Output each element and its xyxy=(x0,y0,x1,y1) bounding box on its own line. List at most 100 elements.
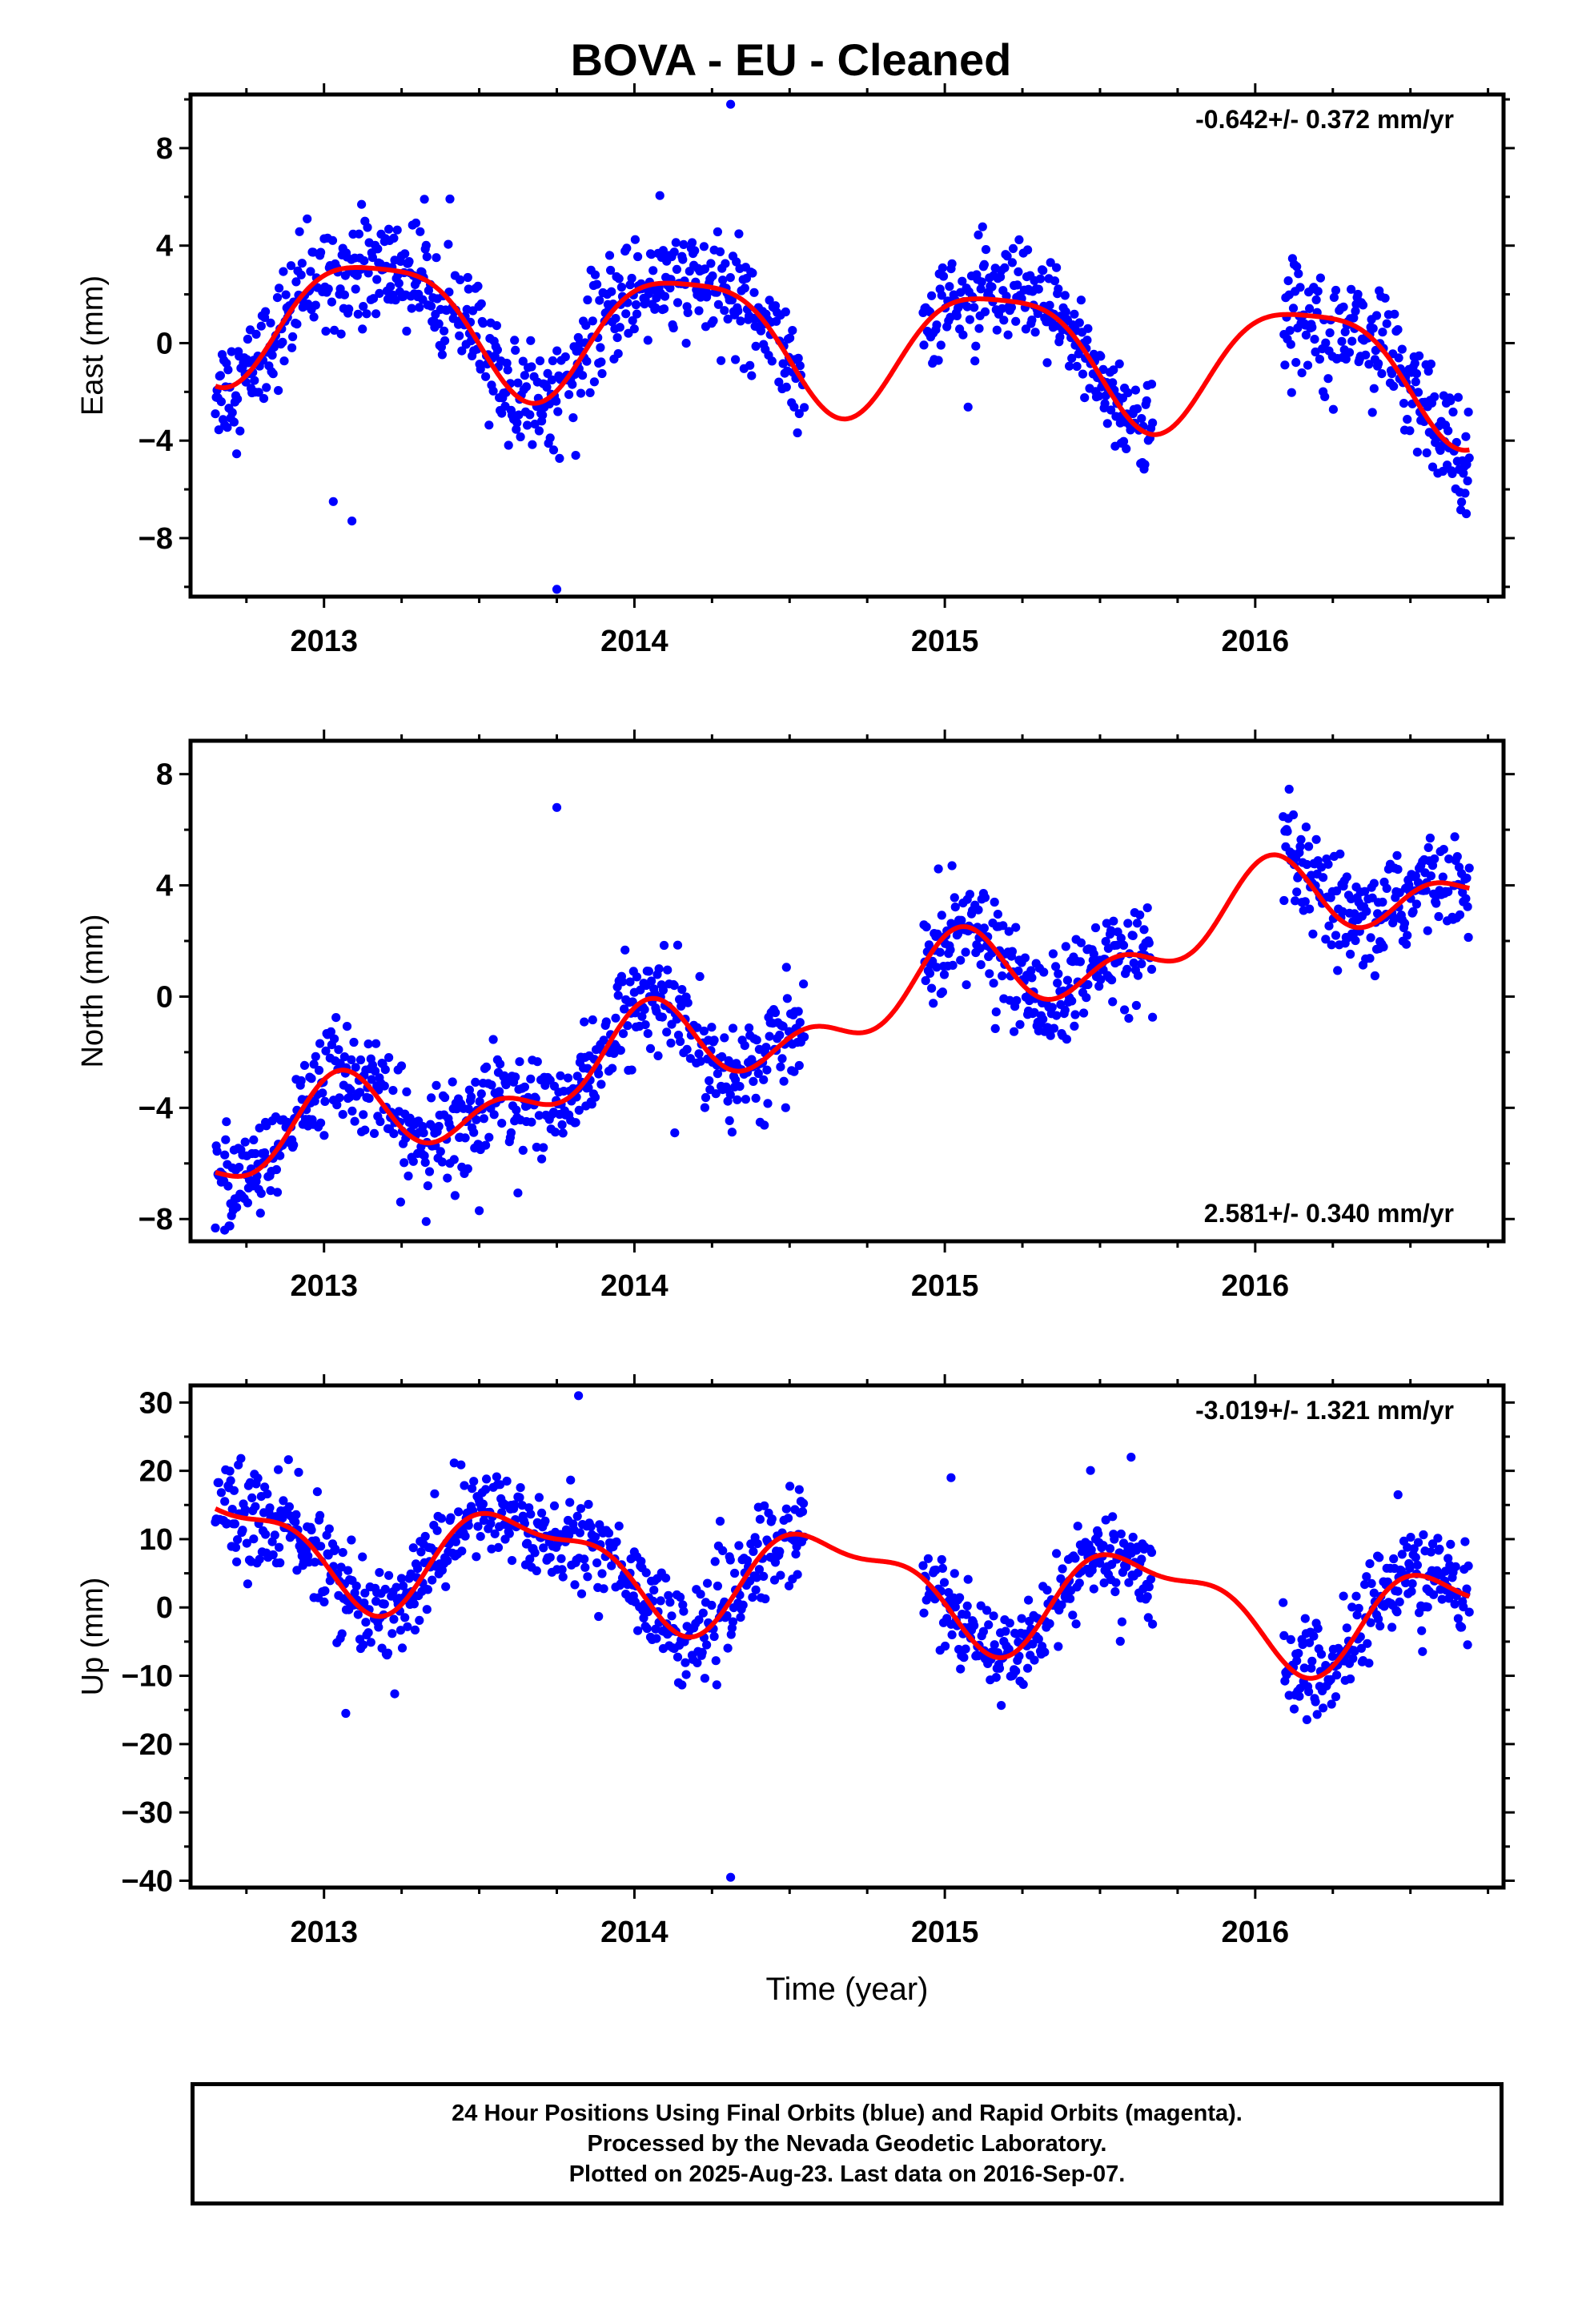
data-point xyxy=(1133,971,1143,980)
data-point xyxy=(1305,304,1315,313)
x-tick-label: 2015 xyxy=(911,1269,979,1303)
data-point xyxy=(320,1096,330,1106)
data-point xyxy=(1403,1542,1412,1552)
data-point xyxy=(1319,873,1328,883)
data-point xyxy=(1367,408,1377,417)
data-point xyxy=(463,1164,472,1174)
data-point xyxy=(1142,903,1152,913)
data-point xyxy=(255,1208,265,1218)
data-point xyxy=(746,1539,756,1549)
data-point xyxy=(1387,369,1397,379)
data-point xyxy=(1300,1614,1310,1623)
data-point xyxy=(754,1565,765,1574)
data-point xyxy=(1320,392,1330,401)
data-point xyxy=(637,1011,647,1021)
data-point xyxy=(799,979,809,989)
data-point xyxy=(658,246,669,255)
north-y-axis-label: North (mm) xyxy=(76,914,110,1068)
data-point xyxy=(1294,1648,1303,1659)
data-point xyxy=(1033,308,1042,319)
data-point xyxy=(736,1613,745,1622)
data-point xyxy=(1089,949,1098,959)
data-point xyxy=(989,979,998,988)
data-point xyxy=(560,352,570,362)
data-point xyxy=(981,245,991,255)
data-point xyxy=(1054,1642,1063,1651)
data-point xyxy=(1462,1584,1472,1594)
data-point xyxy=(423,1585,433,1594)
data-point xyxy=(950,1569,959,1578)
outlier-point xyxy=(670,1128,680,1138)
data-point xyxy=(1389,1554,1399,1564)
data-point xyxy=(747,371,757,380)
data-point xyxy=(1439,845,1448,854)
data-point xyxy=(1328,404,1338,414)
data-point xyxy=(353,309,363,319)
data-point xyxy=(1375,1553,1384,1562)
data-point xyxy=(243,1198,252,1208)
data-point xyxy=(679,239,689,249)
data-point xyxy=(421,240,431,250)
data-point xyxy=(451,1537,461,1546)
data-point xyxy=(481,372,491,381)
data-point xyxy=(1411,369,1421,379)
data-point xyxy=(991,1673,1001,1683)
data-point xyxy=(1286,1634,1295,1644)
data-point xyxy=(925,968,935,978)
data-point xyxy=(504,440,513,450)
data-point xyxy=(1008,243,1018,253)
data-point xyxy=(335,1093,344,1103)
data-point xyxy=(303,214,312,223)
data-point xyxy=(939,1578,950,1587)
data-point xyxy=(1014,267,1023,276)
data-point xyxy=(457,346,467,356)
data-point xyxy=(432,1080,441,1090)
data-point xyxy=(694,1049,704,1059)
outlier-point xyxy=(328,497,338,506)
data-point xyxy=(1052,1011,1062,1020)
data-point xyxy=(765,296,774,305)
data-point xyxy=(266,1186,275,1196)
data-point xyxy=(711,1089,721,1099)
data-point xyxy=(1462,873,1472,883)
data-point xyxy=(292,320,302,329)
x-tick-label: 2013 xyxy=(290,1916,358,1949)
data-point xyxy=(571,1118,580,1128)
data-point xyxy=(1011,1667,1021,1676)
data-point xyxy=(700,264,710,274)
data-point xyxy=(1333,966,1343,975)
data-point xyxy=(1279,895,1289,906)
data-point xyxy=(473,1522,483,1531)
data-point xyxy=(1464,932,1473,943)
data-point xyxy=(1321,338,1331,348)
data-point xyxy=(1117,1617,1126,1626)
data-point xyxy=(1358,300,1368,310)
data-point xyxy=(789,402,799,412)
data-point xyxy=(570,1580,580,1590)
data-point xyxy=(400,249,410,259)
data-point xyxy=(1339,1591,1348,1601)
data-point xyxy=(614,274,624,283)
data-point xyxy=(690,246,700,255)
data-point xyxy=(1411,871,1420,881)
data-point xyxy=(1128,1532,1138,1542)
data-point xyxy=(1429,1590,1439,1599)
data-point xyxy=(332,1100,342,1110)
data-point xyxy=(984,1620,994,1630)
data-point xyxy=(762,1065,772,1075)
data-point xyxy=(321,1046,331,1055)
data-point xyxy=(1393,1586,1403,1596)
data-point xyxy=(1055,332,1065,342)
data-point xyxy=(1070,1010,1080,1019)
data-point xyxy=(1413,878,1423,887)
data-point xyxy=(263,1489,272,1499)
data-point xyxy=(770,1007,781,1018)
data-point xyxy=(232,1557,242,1566)
data-point xyxy=(548,356,558,366)
data-point xyxy=(1405,1563,1415,1573)
data-point xyxy=(511,345,520,355)
data-point xyxy=(580,1562,590,1572)
data-point xyxy=(380,1584,390,1594)
y-tick-label: 4 xyxy=(156,230,173,263)
data-point xyxy=(384,1053,394,1063)
